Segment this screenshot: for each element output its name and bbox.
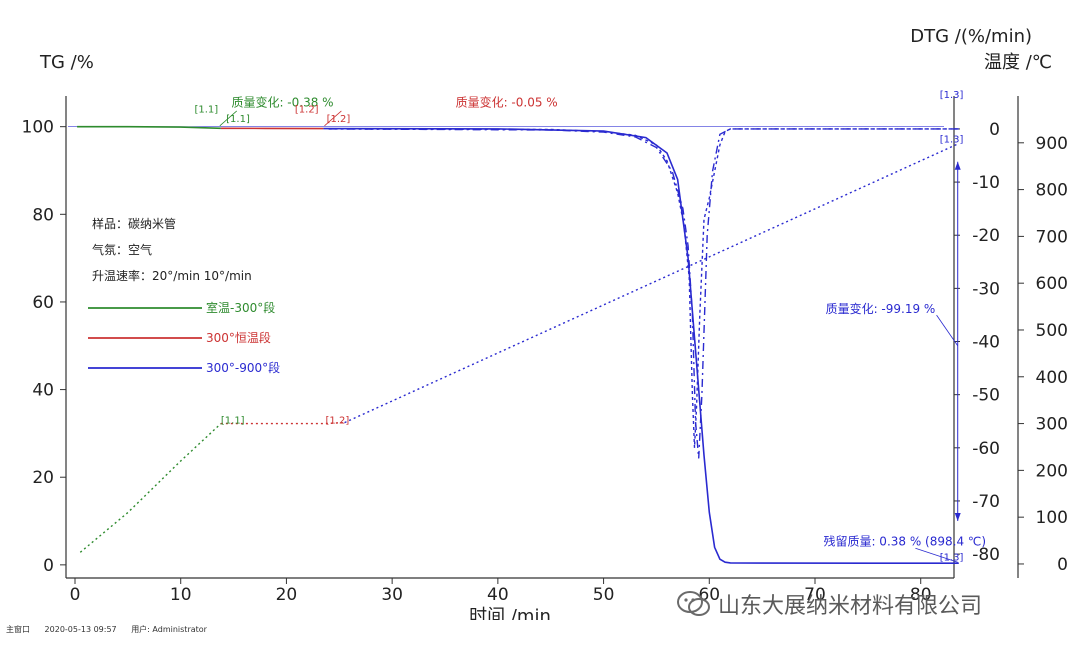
y-temp-tick-label: 400: [1036, 368, 1068, 388]
annotation-label: 残留质量: 0.38 % (898.4 ℃): [823, 535, 986, 549]
x-tick-label: 50: [593, 585, 615, 605]
x-tick-label: 70: [804, 585, 826, 605]
y-dtg-tick-label: -80: [972, 545, 1000, 565]
y-tg-tick-label: 0: [43, 556, 54, 576]
x-tick-label: 10: [170, 585, 192, 605]
y-dtg-tick-label: -70: [972, 492, 1000, 512]
y-dtg-tick-label: -60: [972, 439, 1000, 459]
legend-label: 室温-300°段: [206, 300, 275, 315]
segment-marker: [1.1]: [221, 415, 245, 426]
legend-label: 300°恒温段: [206, 330, 271, 345]
y-tg-tick-label: 40: [32, 381, 54, 401]
series-t-7: [344, 142, 960, 424]
watermark-text: 山东大展纳米材料有限公司: [718, 594, 983, 619]
segment-marker: [1.3]: [940, 134, 964, 145]
y-dtg-tick-label: 0: [989, 120, 1000, 140]
y-dtg-tick-label: -40: [972, 333, 1000, 353]
y-temp-title: 温度 /℃: [984, 52, 1052, 73]
sample-info-line: 气氛：空气: [92, 242, 152, 257]
leader-line: [936, 314, 959, 346]
y-temp-tick-label: 0: [1057, 555, 1068, 575]
y-tg-tick-label: 80: [32, 205, 54, 225]
watermark: 山东大展纳米材料有限公司: [676, 588, 982, 620]
segment-marker: [1.1]: [194, 105, 218, 116]
status-user: 用户: Administrator: [131, 625, 207, 634]
y-temp-tick-label: 900: [1036, 134, 1068, 154]
x-tick-label: 20: [276, 585, 298, 605]
y-tg-tick-label: 20: [32, 468, 54, 488]
y-dtg-title: DTG /(%/min): [910, 26, 1032, 47]
y-dtg-tick-label: -30: [972, 279, 1000, 299]
y-tg-tick-label: 100: [22, 118, 54, 138]
arrow-head-bottom: [954, 513, 961, 522]
y-dtg-tick-label: -10: [972, 173, 1000, 193]
segment-marker: [1.1]: [226, 114, 250, 125]
y-temp-tick-label: 700: [1036, 227, 1068, 247]
status-datetime: 2020-05-13 09:57: [44, 625, 117, 634]
series-dtg-4: [328, 128, 959, 448]
x-tick-label: 0: [70, 585, 81, 605]
y-tg-title: TG /%: [39, 52, 94, 73]
series-dtg-3: [328, 128, 959, 459]
sample-info-line: 样品：碳纳米管: [92, 216, 176, 231]
annotation-label: 质量变化: -0.05 %: [456, 95, 558, 110]
segment-marker: [1.2]: [295, 105, 319, 116]
segment-marker: [1.2]: [327, 114, 351, 125]
series-t-6: [220, 421, 345, 425]
y-temp-tick-label: 100: [1036, 508, 1068, 528]
segment-marker: [1.3]: [940, 552, 964, 563]
series-t-5: [79, 423, 222, 553]
y-tg-tick-label: 60: [32, 293, 54, 313]
leader-line: [915, 547, 958, 563]
y-temp-tick-label: 600: [1036, 274, 1068, 294]
segment-marker: [1.3]: [940, 90, 964, 101]
series-tg-0: [77, 125, 221, 130]
annotation-label: 质量变化: -0.38 %: [231, 95, 333, 110]
segment-marker: [1.2]: [326, 415, 350, 426]
x-axis-title: 时间 /min: [469, 606, 551, 620]
x-tick-label: 80: [910, 585, 932, 605]
series-tg-2: [323, 127, 959, 565]
y-temp-tick-label: 500: [1036, 321, 1068, 341]
wechat-icon: [677, 591, 710, 616]
status-bar: 主窗口 2020-05-13 09:57 用户: Administrator: [6, 624, 219, 635]
leader-line: [324, 110, 342, 127]
x-tick-label: 30: [381, 585, 403, 605]
y-temp-tick-label: 300: [1036, 415, 1068, 435]
y-dtg-tick-label: -50: [972, 386, 1000, 406]
sample-info-line: 升温速率：20°/min 10°/min: [92, 268, 252, 283]
legend-label: 300°-900°段: [206, 360, 280, 375]
annotation-label: 质量变化: -99.19 %: [826, 301, 936, 316]
arrow-head-top: [954, 161, 961, 170]
y-temp-tick-label: 200: [1036, 461, 1068, 481]
y-dtg-tick-label: -20: [972, 226, 1000, 246]
status-window: 主窗口: [6, 625, 30, 634]
y-temp-tick-label: 800: [1036, 181, 1068, 201]
x-tick-label: 40: [487, 585, 509, 605]
leader-line: [219, 110, 238, 127]
